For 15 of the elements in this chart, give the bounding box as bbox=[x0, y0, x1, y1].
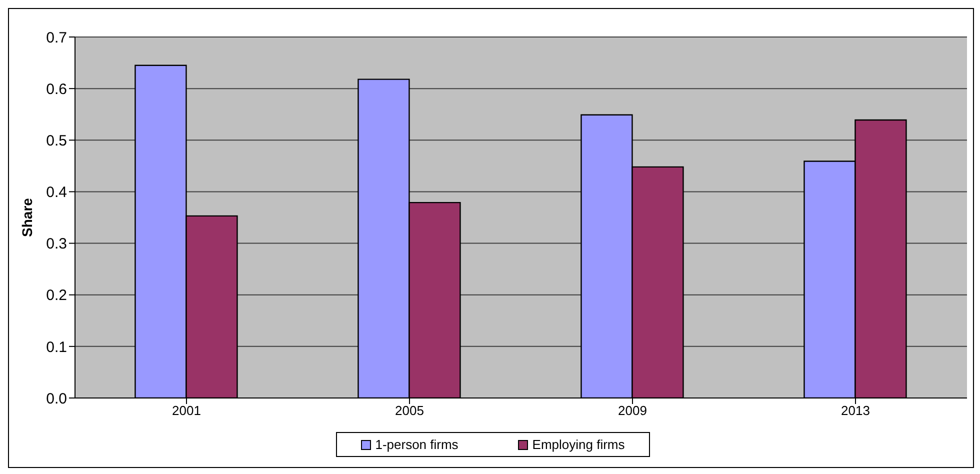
y-tick-label: 0.7 bbox=[46, 29, 67, 46]
x-tick-label: 2013 bbox=[841, 403, 870, 418]
y-tick-label: 0.5 bbox=[46, 132, 67, 150]
legend-label: 1-person firms bbox=[374, 437, 458, 452]
y-tick-label: 0.6 bbox=[46, 80, 67, 98]
legend-label: Employing firms bbox=[531, 437, 625, 452]
y-tick-label: 0.2 bbox=[46, 287, 67, 304]
y-tick-label: 0.4 bbox=[46, 184, 67, 202]
y-tick-label: 0.3 bbox=[46, 236, 67, 253]
y-tick-label: 0.1 bbox=[46, 338, 67, 356]
x-tick-label: 2001 bbox=[172, 403, 201, 418]
y-tick-label: 0.0 bbox=[46, 390, 67, 408]
x-tick-label: 2005 bbox=[395, 403, 424, 418]
x-tick-label: 2009 bbox=[618, 403, 647, 418]
y-axis-title: Share bbox=[18, 198, 35, 237]
